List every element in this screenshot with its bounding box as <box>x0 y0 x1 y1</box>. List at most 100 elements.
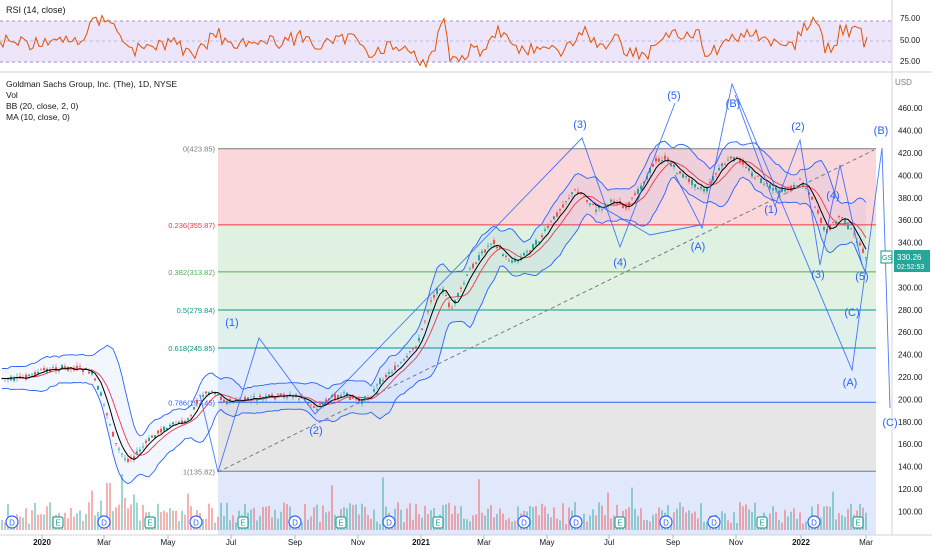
earnings-badge[interactable] <box>335 516 347 529</box>
price-tick-label: 380.00 <box>898 194 923 203</box>
dividend-badge[interactable] <box>189 515 203 529</box>
volume-bar <box>307 519 309 530</box>
badge-letter: D <box>573 519 579 528</box>
candle-body <box>82 370 84 373</box>
dividend-badge[interactable] <box>288 515 302 529</box>
candle-body <box>388 372 390 374</box>
dividend-badge[interactable] <box>382 515 396 529</box>
volume-bar <box>382 477 384 530</box>
candle-body <box>91 371 93 375</box>
price-axis[interactable]: 460.00 440.00 420.00 400.00 380.00 360.00 340.… <box>898 104 923 516</box>
volume-bar <box>679 502 681 530</box>
currency-label: USD <box>895 78 912 87</box>
candle-body <box>349 395 351 400</box>
price-tick-label: 420.00 <box>898 149 923 158</box>
time-tick-label: Mar <box>859 538 873 547</box>
candle-body <box>109 424 111 426</box>
earnings-badge[interactable] <box>614 516 626 529</box>
volume-bar <box>787 516 789 530</box>
volume-bar <box>466 519 468 530</box>
dashed-trendline[interactable] <box>217 149 875 473</box>
candle-body <box>136 451 138 454</box>
volume-bar <box>832 491 834 530</box>
dividend-badge[interactable] <box>5 515 19 529</box>
candle-body <box>502 254 504 257</box>
volume-bar <box>538 515 540 530</box>
candle-body <box>196 400 198 404</box>
candle-body <box>841 217 843 219</box>
volume-bar <box>346 508 348 530</box>
earnings-badge[interactable] <box>852 516 864 529</box>
candle-body <box>106 413 108 416</box>
earnings-badge[interactable] <box>756 516 768 529</box>
candle-body <box>271 394 273 396</box>
elliott-wave-lines[interactable] <box>199 82 891 473</box>
rsi-level-75: 75.00 <box>900 14 921 23</box>
volume-bar <box>85 514 87 530</box>
volume-bar <box>604 515 606 530</box>
volume-bar <box>40 514 42 530</box>
dividend-badge[interactable] <box>707 515 721 529</box>
candle-body <box>220 396 222 400</box>
candle-body <box>652 163 654 167</box>
candle-body <box>397 365 399 367</box>
dividend-badge[interactable] <box>659 515 673 529</box>
dividend-badge[interactable] <box>97 515 111 529</box>
volume-bar <box>274 509 276 530</box>
volume-bar <box>112 511 114 530</box>
volume-bar <box>109 483 111 530</box>
candle-body <box>43 367 45 371</box>
volume-bar <box>487 508 489 530</box>
volume-bar <box>373 509 375 530</box>
badge-letter: D <box>663 519 669 528</box>
volume-bar <box>115 507 117 530</box>
wave-segment <box>589 199 701 236</box>
earnings-badge[interactable] <box>237 516 249 529</box>
candle-body <box>628 202 630 207</box>
candle-body <box>379 378 381 385</box>
earnings-badge[interactable] <box>144 516 156 529</box>
candle-body <box>421 328 423 330</box>
volume-bar <box>121 474 123 530</box>
candle-body <box>814 206 816 208</box>
fib-zone <box>218 148 876 225</box>
wave-label: (2) <box>309 425 322 437</box>
dividend-badge[interactable] <box>517 515 531 529</box>
candle-body <box>847 224 849 230</box>
legend-volume: Vol <box>6 90 18 100</box>
candle-body <box>166 427 168 430</box>
fib-zone <box>218 309 876 349</box>
volume-bar <box>688 510 690 530</box>
candle-body <box>79 366 81 368</box>
bb-lower-band <box>1 176 867 485</box>
badge-letter: D <box>521 519 527 528</box>
dividend-badge[interactable] <box>569 515 583 529</box>
volume-bar <box>796 518 798 530</box>
fib-zone <box>218 402 876 472</box>
volume-bar <box>835 519 837 530</box>
dividend-badge[interactable] <box>807 515 821 529</box>
earnings-badge[interactable] <box>52 516 64 529</box>
volume-bar <box>310 516 312 530</box>
fib-label: 0(423.85) <box>183 145 216 154</box>
earnings-badge[interactable] <box>432 516 444 529</box>
volume-bar <box>277 518 279 530</box>
candle-body <box>862 248 864 253</box>
candle-body <box>754 177 756 179</box>
volume-bar <box>1 520 3 530</box>
countdown: 02:52:53 <box>897 264 924 271</box>
volume-bar <box>271 517 273 530</box>
candle-body <box>277 393 279 395</box>
volume-bar <box>562 503 564 530</box>
candle-body <box>487 245 489 247</box>
volume-bar <box>535 505 537 530</box>
candle-body <box>76 366 78 371</box>
candle-body <box>520 256 522 260</box>
candle-body <box>406 356 408 358</box>
time-axis[interactable]: 2020 Mar May Jul Sep Nov 2021 Mar May Jul Sep Nov 20… <box>33 535 873 547</box>
candle-body <box>178 421 180 424</box>
volume-bar <box>214 522 216 530</box>
symbol-badge-box[interactable] <box>880 250 893 264</box>
